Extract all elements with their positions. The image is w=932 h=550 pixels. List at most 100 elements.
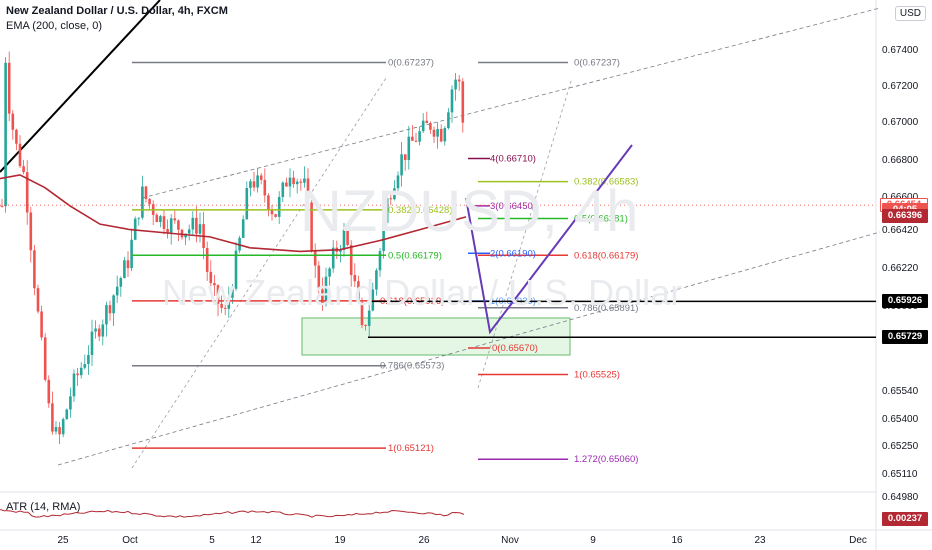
candle-body — [216, 285, 220, 304]
candle-body — [382, 222, 385, 252]
candle-body — [310, 202, 313, 251]
candle-body — [61, 419, 65, 435]
candle-body — [328, 268, 331, 277]
fib-level-label: 2(0.66190) — [490, 248, 536, 259]
candle-body — [72, 373, 76, 397]
candle-body — [292, 177, 295, 185]
candle-body — [288, 177, 292, 187]
candle-body — [432, 129, 436, 137]
candle-body — [317, 265, 321, 290]
candle-body — [144, 186, 148, 199]
candle-body — [256, 175, 259, 188]
fib-level-label: 0(0.67237) — [388, 58, 434, 69]
candle-body — [371, 289, 375, 311]
candle-body — [173, 218, 177, 221]
candle-body — [76, 373, 79, 376]
candle-body — [443, 128, 447, 142]
candle-body — [263, 179, 267, 196]
fib-level-label: 0.786(0.65573) — [380, 361, 444, 372]
candle-body — [220, 303, 223, 308]
fib-level-label: 4(0.66710) — [490, 154, 536, 165]
candle-body — [375, 270, 378, 290]
candle-body — [187, 229, 191, 234]
candle-body — [249, 181, 252, 188]
candle-body — [346, 229, 349, 246]
currency-button[interactable]: USD — [894, 6, 926, 21]
ema-indicator-label[interactable]: EMA (200, close, 0) — [6, 20, 102, 32]
x-tick-label: 12 — [250, 535, 262, 546]
candle-body — [133, 218, 137, 240]
candle-body — [18, 143, 22, 167]
candle-body — [87, 354, 90, 365]
candle-body — [457, 79, 461, 82]
projection-path — [465, 144, 633, 335]
candle-body — [166, 228, 169, 233]
candle-body — [234, 250, 238, 289]
candle-body — [79, 367, 83, 376]
fib-level-label: 0(0.67237) — [574, 58, 620, 69]
candle-body — [447, 112, 450, 129]
candle-body — [25, 172, 29, 213]
x-tick-label: 19 — [334, 535, 346, 546]
candle-body — [108, 305, 112, 314]
symbol-title[interactable]: New Zealand Dollar / U.S. Dollar, 4h, FX… — [6, 5, 228, 17]
fib-level-label: 0.5(0.66381) — [574, 213, 628, 224]
atr-indicator-label[interactable]: ATR (14, RMA) — [6, 501, 81, 513]
candle-body — [425, 120, 429, 124]
candle-body — [209, 271, 213, 284]
y-tick-label: 0.65250 — [882, 441, 919, 452]
candle-body — [169, 218, 173, 233]
fib-level-label: 0.618(0.66179) — [574, 250, 638, 261]
candle-body — [65, 409, 69, 420]
candle-body — [90, 331, 94, 355]
atr-line — [0, 509, 465, 518]
candle-body — [119, 278, 123, 287]
y-tick-label: 0.65110 — [882, 469, 918, 480]
candle-body — [400, 154, 403, 176]
candle-body — [389, 198, 393, 200]
x-tick-label: 5 — [209, 535, 215, 546]
candle-body — [241, 219, 245, 238]
x-tick-label: Dec — [849, 535, 867, 546]
candle-body — [367, 310, 371, 326]
y-tick-label: 0.64980 — [882, 492, 919, 503]
x-tick-label: 16 — [671, 535, 683, 546]
price-badge: 0.65926 — [882, 294, 928, 309]
candle-body — [378, 251, 382, 271]
candle-body — [43, 337, 47, 380]
candle-body — [231, 288, 234, 298]
candle-body — [313, 250, 317, 266]
candle-body — [396, 175, 400, 189]
candle-body — [177, 220, 180, 230]
candle-body — [342, 229, 346, 250]
candle-body — [450, 89, 454, 113]
candle-body — [137, 217, 141, 219]
atr-value-badge: 0.00237 — [882, 512, 928, 526]
candle-body — [360, 302, 364, 325]
candle-body — [33, 250, 36, 289]
price-range-box — [301, 317, 571, 356]
candle-body — [461, 81, 465, 123]
candle-body — [94, 328, 97, 332]
fib-level-label: 1(0.65121) — [388, 443, 434, 454]
fib-level-label: 3(0.66450) — [490, 201, 536, 212]
y-tick-label: 0.67000 — [882, 117, 919, 128]
channel-upper-line — [141, 7, 881, 199]
candle-body — [295, 181, 299, 185]
candle-body — [7, 62, 11, 114]
candle-body — [148, 198, 151, 205]
fib-level-label: 0.382(0.66428) — [388, 205, 452, 216]
candle-body — [321, 289, 324, 304]
chart-header: New Zealand Dollar / U.S. Dollar, 4h, FX… — [6, 4, 228, 34]
candle-body — [11, 113, 15, 130]
y-tick-label: 0.66420 — [882, 225, 919, 236]
candle-body — [184, 233, 187, 238]
y-tick-label: 0.65400 — [882, 414, 919, 425]
candle-body — [393, 188, 396, 200]
candle-body — [436, 128, 439, 137]
candle-body — [105, 305, 108, 325]
candle-body — [115, 286, 119, 296]
candle-body — [285, 182, 288, 187]
fib-level-label: 1(0.65525) — [574, 369, 620, 380]
